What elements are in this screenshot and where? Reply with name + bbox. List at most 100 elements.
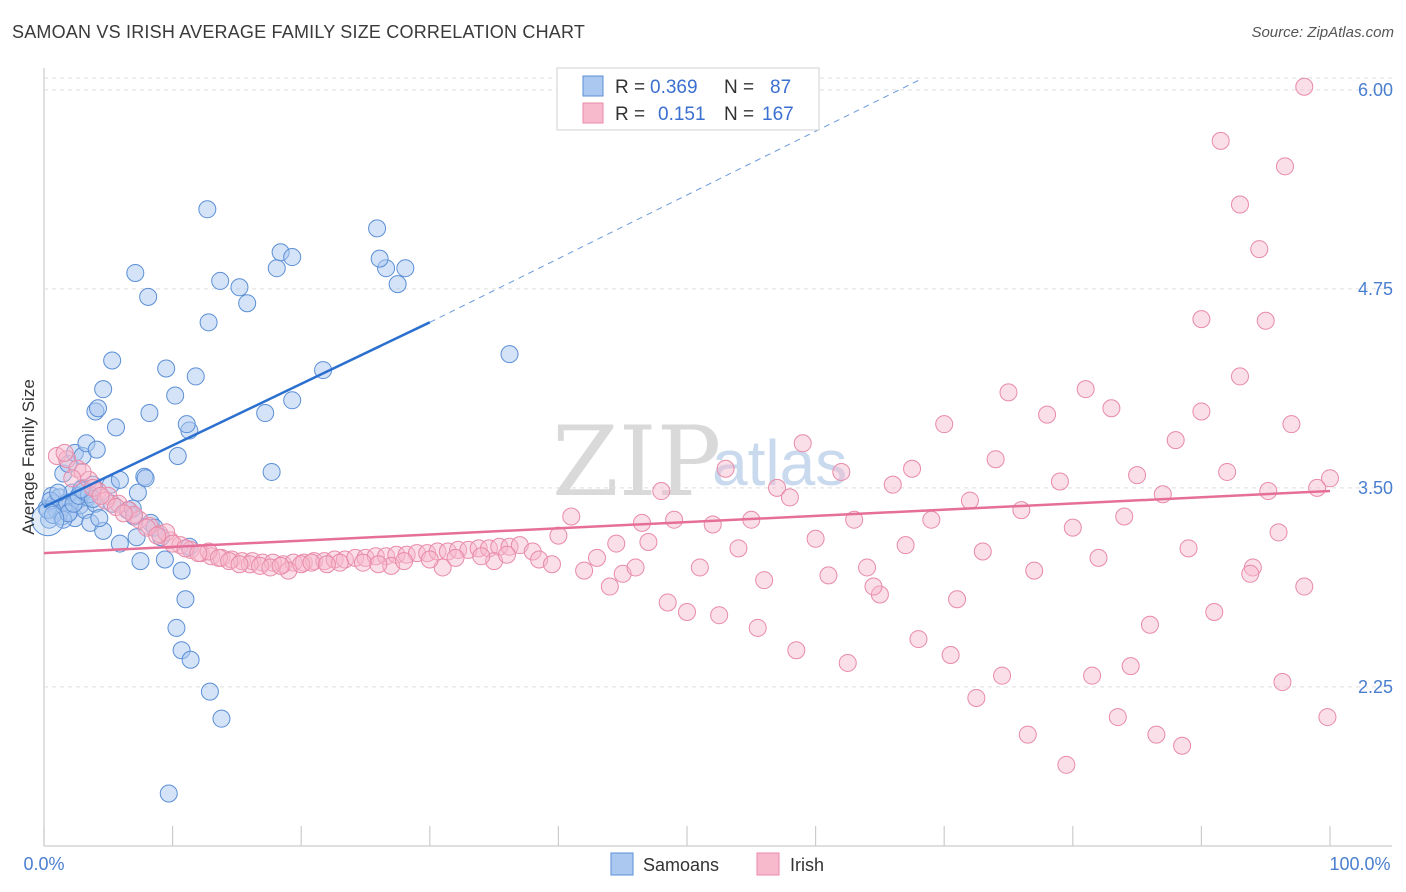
y-tick-label: 6.00 (1358, 80, 1393, 100)
legend-n-value-samoans: 87 (770, 77, 791, 98)
samoan-point (155, 550, 174, 569)
irish-point (428, 542, 447, 561)
irish-point (1282, 415, 1301, 434)
irish-point (130, 510, 149, 529)
samoan-point (107, 418, 126, 437)
irish-point (587, 548, 606, 567)
irish-point (1147, 725, 1166, 744)
irish-point (748, 618, 767, 637)
irish-point (652, 482, 671, 501)
irish-point (1295, 77, 1314, 96)
legend-r-value-irish: 0.151 (658, 104, 706, 125)
samoan-point (230, 278, 249, 297)
irish-point (787, 641, 806, 660)
irish-point (1140, 615, 1159, 634)
watermark-zip: ZIP (552, 406, 721, 518)
chart-title: SAMOAN VS IRISH AVERAGE FAMILY SIZE CORR… (12, 22, 586, 42)
irish-point (1321, 469, 1339, 488)
trend-lines (43, 79, 1331, 555)
irish-point (1230, 195, 1249, 214)
irish-point (832, 462, 851, 481)
samoan-point (283, 248, 302, 267)
irish-trend-line (43, 489, 1331, 555)
irish-point (107, 497, 126, 516)
legend-n-label-irish: N = (724, 104, 754, 125)
samoan-point (370, 249, 389, 268)
irish-point (993, 666, 1012, 685)
irish-point (497, 545, 516, 564)
samoan-point (262, 462, 281, 481)
irish-point (114, 504, 133, 523)
correlation-legend: R = 0.369 N = 87 R = 0.151 N = 167 (556, 67, 820, 131)
samoan-point (167, 618, 186, 637)
irish-point (755, 571, 774, 590)
x-tick-label-min: 0.0% (23, 854, 64, 874)
irish-point (1121, 657, 1140, 676)
samoan-point (283, 391, 302, 410)
irish-point (1256, 311, 1275, 330)
samoan-point (211, 271, 230, 290)
irish-point (220, 552, 239, 571)
irish-point (960, 491, 979, 510)
irish-point (716, 459, 735, 478)
irish-point (1275, 157, 1294, 176)
irish-point (607, 534, 626, 553)
irish-point (271, 556, 290, 575)
samoan-point (177, 415, 196, 434)
irish-point (446, 548, 465, 567)
irish-point (903, 459, 922, 478)
irish-point (1250, 240, 1269, 259)
y-tick-label: 2.25 (1358, 677, 1393, 697)
irish-point (1076, 380, 1095, 399)
irish-point (96, 491, 115, 510)
samoan-point (159, 784, 178, 803)
samoan-point (176, 590, 195, 609)
irish-point (1012, 501, 1031, 520)
irish-point (935, 415, 954, 434)
bottom-legend-label-irish: Irish (790, 855, 824, 875)
irish-point (1025, 561, 1044, 580)
samoan-point (157, 359, 176, 378)
y-tick-labels: 2.25 3.50 4.75 6.00 (1358, 80, 1393, 697)
irish-point (1166, 431, 1185, 450)
irish-point (864, 577, 883, 596)
irish-point (1205, 603, 1224, 622)
irish-point (1083, 666, 1102, 685)
irish-point (703, 515, 722, 534)
irish-point (1108, 708, 1127, 727)
samoan-point-large (31, 503, 65, 537)
irish-point (819, 566, 838, 585)
irish-point (1173, 736, 1192, 755)
y-tick-label: 4.75 (1358, 279, 1393, 299)
samoan-point (186, 367, 205, 386)
samoan-point (172, 561, 191, 580)
irish-point (387, 545, 406, 564)
irish-point (1128, 466, 1147, 485)
samoan-point (103, 351, 122, 370)
samoan-point (396, 259, 415, 278)
irish-point (420, 550, 439, 569)
irish-point (793, 434, 812, 453)
legend-r-label-samoans: R = (615, 77, 645, 98)
samoan-point (94, 380, 113, 399)
irish-point (1273, 673, 1292, 692)
legend-n-label-samoans: N = (724, 77, 754, 98)
irish-point (1318, 708, 1337, 727)
x-ticks (43, 826, 1331, 846)
irish-point (1295, 577, 1314, 596)
irish-point (73, 462, 92, 481)
irish-point (838, 653, 857, 672)
irish-point (1218, 462, 1237, 481)
samoan-point (128, 483, 147, 502)
series-legend: Samoans Irish (610, 852, 824, 876)
samoan-point (126, 263, 145, 282)
samoan-point (267, 259, 286, 278)
irish-point (395, 552, 414, 571)
irish-point (806, 529, 825, 548)
samoan-point (181, 650, 200, 669)
irish-point (922, 510, 941, 529)
irish-point (883, 475, 902, 494)
irish-point (317, 555, 336, 574)
irish-point (68, 459, 87, 478)
y-axis-title: Average Family Size (19, 379, 38, 535)
